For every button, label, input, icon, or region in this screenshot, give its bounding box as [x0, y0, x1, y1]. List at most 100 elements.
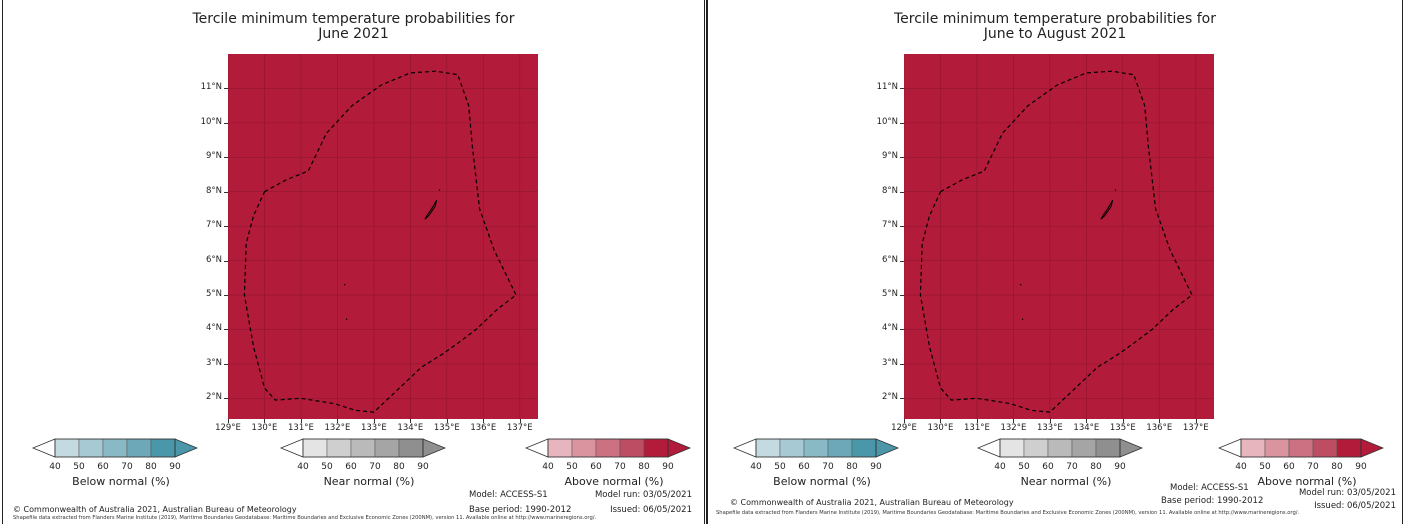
title-line-1: Tercile minimum temperature probabilitie…	[192, 11, 515, 27]
colorbar-tick-label: 80	[1331, 462, 1343, 472]
colorbar-tick-label: 90	[870, 462, 882, 472]
colorbar-tick-label: 80	[145, 462, 157, 472]
colorbar-low-extend	[732, 438, 757, 458]
latitude-tick	[900, 295, 904, 297]
colorbar-segment	[827, 438, 853, 458]
islet-marker	[438, 189, 441, 191]
longitude-tick	[519, 419, 521, 423]
colorbar-tick-label: 40	[1235, 462, 1247, 472]
forecast-panel-june: Tercile minimum temperature probabilitie…	[2, 0, 705, 524]
latitude-tick-label: 8°N	[881, 185, 898, 196]
longitude-tick-label: 133°E	[360, 423, 387, 433]
colorbar-low-extend	[976, 438, 1001, 458]
latitude-tick	[900, 363, 904, 365]
longitude-tick-label: 130°E	[927, 423, 954, 433]
longitude-tick	[1195, 419, 1197, 423]
latitude-tick	[900, 226, 904, 228]
colorbar-segment	[755, 438, 781, 458]
colorbar-tick-label: 70	[369, 462, 381, 472]
colorbar-graphic	[976, 438, 1144, 458]
longitude-tick-label: 136°E	[470, 423, 497, 433]
longitude-tick-label: 137°E	[506, 423, 533, 433]
latitude-tick	[224, 398, 228, 400]
latitude-tick-label: 6°N	[881, 254, 898, 265]
latitude-tick-label: 3°N	[881, 357, 898, 368]
latitude-tick-label: 7°N	[881, 220, 898, 231]
latitude-tick	[224, 260, 228, 262]
colorbar-segment	[619, 438, 645, 458]
palau-coastline	[424, 200, 438, 220]
colorbar-tick-label: 70	[614, 462, 626, 472]
colorbar-segment	[1023, 438, 1049, 458]
title-line-2: June to August 2021	[983, 26, 1127, 42]
latitude-tick	[224, 157, 228, 159]
colorbar-title: Above normal (%)	[1257, 475, 1357, 488]
colorbar-tick-label: 60	[798, 462, 810, 472]
colorbar-tick-label: 50	[1018, 462, 1030, 472]
title-line-2: June 2021	[318, 26, 389, 42]
colorbar-segment	[54, 438, 80, 458]
colorbar-segment	[150, 438, 176, 458]
map-canvas	[904, 54, 1214, 419]
latitude-tick-label: 4°N	[205, 323, 222, 334]
palau-coastline	[1100, 200, 1114, 220]
probability-map	[904, 54, 1214, 419]
colorbar-tick-label: 60	[97, 462, 109, 472]
forecast-panel-jja: Tercile minimum temperature probabilitie…	[706, 0, 1403, 524]
colorbar-outline	[302, 438, 424, 458]
latitude-tick	[900, 122, 904, 124]
model-run-label: Model run: 03/05/2021	[594, 490, 692, 500]
colorbar-tick-label: 50	[774, 462, 786, 472]
longitude-tick-label: 132°E	[324, 423, 351, 433]
longitude-tick-label: 135°E	[433, 423, 460, 433]
colorbar-tick-label: 60	[590, 462, 602, 472]
model-run-label: Model run: 03/05/2021	[1298, 488, 1396, 498]
colorbar-below: 40 50 60 70 80 90 Below normal (%)	[732, 437, 912, 488]
colorbar-tick-label: 50	[566, 462, 578, 472]
colorbar-above: 40 50 60 70 80 90 Above normal (%)	[1217, 437, 1397, 488]
colorbar-low-extend	[524, 438, 549, 458]
longitude-tick	[337, 419, 339, 423]
shapefile-credit: Shapefile data extracted from Flanders M…	[13, 515, 597, 521]
colorbar-tick-label: 80	[846, 462, 858, 472]
latitude-tick-label: 4°N	[881, 323, 898, 334]
colorbar-segment	[102, 438, 128, 458]
colorbar-tick-label: 90	[1355, 462, 1367, 472]
model-label: Model: ACCESS-S1	[1170, 483, 1249, 493]
colorbar-low-extend	[1217, 438, 1242, 458]
longitude-tick-label: 137°E	[1182, 423, 1209, 433]
latitude-tick-label: 5°N	[881, 289, 898, 300]
colorbar-segment	[302, 438, 328, 458]
colorbar-segment	[350, 438, 376, 458]
latitude-tick	[224, 295, 228, 297]
longitude-tick	[904, 419, 905, 423]
colorbar-tick-label: 90	[1114, 462, 1126, 472]
colorbar-tick-label: 70	[1307, 462, 1319, 472]
colorbar-segment	[1288, 438, 1314, 458]
latitude-tick-label: 11°N	[876, 82, 898, 93]
colorbar-tick-label: 60	[1283, 462, 1295, 472]
colorbar-tick-label: 40	[542, 462, 554, 472]
colorbar-segment	[803, 438, 829, 458]
colorbar-tick-label: 80	[638, 462, 650, 472]
longitude-tick	[1159, 419, 1161, 423]
colorbar-graphic	[31, 438, 199, 458]
copyright-text: © Commonwealth of Australia 2021, Austra…	[730, 498, 1014, 507]
latitude-tick-label: 9°N	[881, 151, 898, 162]
longitude-tick	[264, 419, 266, 423]
colorbar-high-extend	[174, 438, 199, 458]
latitude-tick	[224, 122, 228, 124]
longitude-tick-label: 134°E	[1073, 423, 1100, 433]
colorbar-segment	[1312, 438, 1338, 458]
latitude-tick	[900, 329, 904, 331]
colorbar-tick-label: 70	[1066, 462, 1078, 472]
colorbar-title: Near normal (%)	[323, 475, 415, 488]
colorbar-graphic	[524, 438, 692, 458]
colorbar-near: 40 50 60 70 80 90 Near normal (%)	[976, 437, 1156, 488]
longitude-tick	[1013, 419, 1015, 423]
colorbar-graphic	[732, 438, 900, 458]
colorbar-high-extend	[1360, 438, 1385, 458]
longitude-tick	[410, 419, 412, 423]
latitude-tick-label: 6°N	[205, 254, 222, 265]
base-period-label: Base period: 1990-2012	[469, 505, 572, 515]
